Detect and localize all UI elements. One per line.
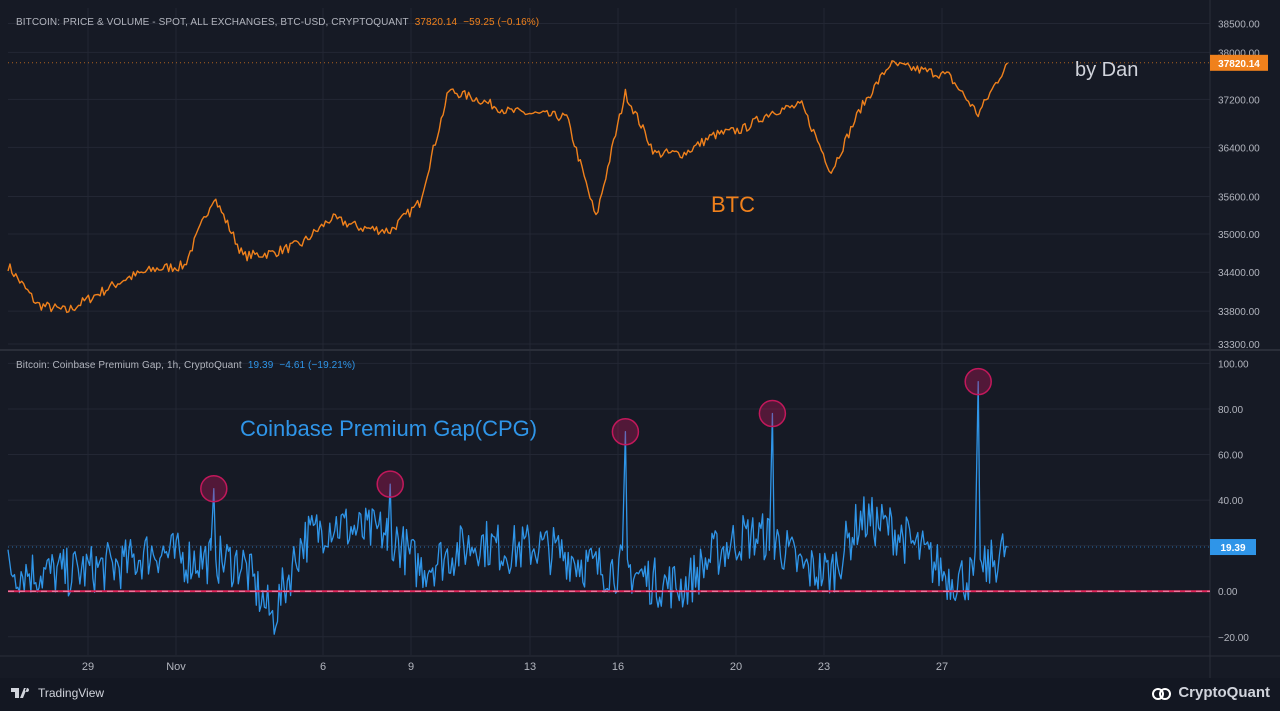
bottom-pane-change: −4.61 (−19.21%) <box>279 360 356 371</box>
top-pane-last-value: 37820.14 <box>414 17 458 28</box>
tradingview-icon <box>11 688 30 698</box>
y-tick-label-top: 33300.00 <box>1218 340 1260 351</box>
y-tick-label-bottom: 80.00 <box>1218 405 1243 416</box>
grid <box>8 8 1210 655</box>
top-pane-title: BITCOIN: PRICE & VOLUME - SPOT, ALL EXCH… <box>16 17 409 28</box>
x-tick-label: 20 <box>730 661 742 673</box>
bottom-pane-last-value: 19.39 <box>247 360 274 371</box>
cpg-annotation: Coinbase Premium Gap(CPG) <box>240 416 537 441</box>
bottom-pane-legend: Bitcoin: Coinbase Premium Gap, 1h, Crypt… <box>16 360 355 371</box>
cpg-line[interactable] <box>7 380 1008 635</box>
y-tick-label-top: 38500.00 <box>1218 19 1260 30</box>
y-tick-label-top: 38000.00 <box>1218 48 1260 59</box>
tradingview-label: TradingView <box>38 686 105 700</box>
tradingview-logo[interactable]: TradingView <box>10 686 104 700</box>
y-tick-label-top: 34400.00 <box>1218 268 1260 279</box>
y-tick-label-top: 33800.00 <box>1218 307 1260 318</box>
y-tick-label-top: 36400.00 <box>1218 143 1260 154</box>
y-tick-label-bottom: 0.00 <box>1218 587 1238 598</box>
y-tick-label-bottom: 100.00 <box>1218 359 1249 370</box>
x-tick-label: 16 <box>612 661 624 673</box>
credit-annotation: by Dan <box>1075 59 1138 81</box>
cryptoquant-icon <box>1152 687 1172 700</box>
peak-marker[interactable] <box>758 399 787 428</box>
top-pane-legend: BITCOIN: PRICE & VOLUME - SPOT, ALL EXCH… <box>16 17 539 28</box>
peak-marker[interactable] <box>200 474 228 503</box>
btc-last-badge <box>1210 54 1268 71</box>
cpg-last-badge <box>1210 539 1256 556</box>
peak-marker[interactable] <box>964 367 992 396</box>
x-tick-label: Nov <box>166 661 186 673</box>
x-tick-label: 9 <box>408 661 414 673</box>
footer-bar <box>0 678 1280 711</box>
peak-marker[interactable] <box>376 470 404 498</box>
y-tick-label-bottom: 40.00 <box>1218 496 1243 507</box>
btc-annotation: BTC <box>711 192 755 217</box>
x-tick-label: 23 <box>818 661 830 673</box>
y-tick-label-top: 37200.00 <box>1218 95 1260 106</box>
x-tick-label: 13 <box>524 661 536 673</box>
cryptoquant-label: CryptoQuant <box>1178 684 1270 701</box>
x-tick-label: 27 <box>936 661 948 673</box>
btc-price-line[interactable] <box>7 60 1009 314</box>
y-tick-label-bottom: −20.00 <box>1218 633 1249 644</box>
bottom-pane-title: Bitcoin: Coinbase Premium Gap, 1h, Crypt… <box>16 360 242 371</box>
cpg-last-badge-text: 19.39 <box>1220 543 1245 554</box>
y-tick-label-bottom: 60.00 <box>1218 451 1243 462</box>
x-tick-label: 29 <box>82 661 94 673</box>
x-tick-label: 6 <box>320 661 326 673</box>
top-pane-change: −59.25 (−0.16%) <box>463 17 540 28</box>
cryptoquant-logo: CryptoQuant <box>1152 684 1270 701</box>
y-tick-label-top: 35600.00 <box>1218 192 1260 203</box>
btc-last-badge-text: 37820.14 <box>1218 59 1260 70</box>
peak-marker[interactable] <box>611 417 640 446</box>
y-tick-label-top: 35000.00 <box>1218 230 1260 241</box>
